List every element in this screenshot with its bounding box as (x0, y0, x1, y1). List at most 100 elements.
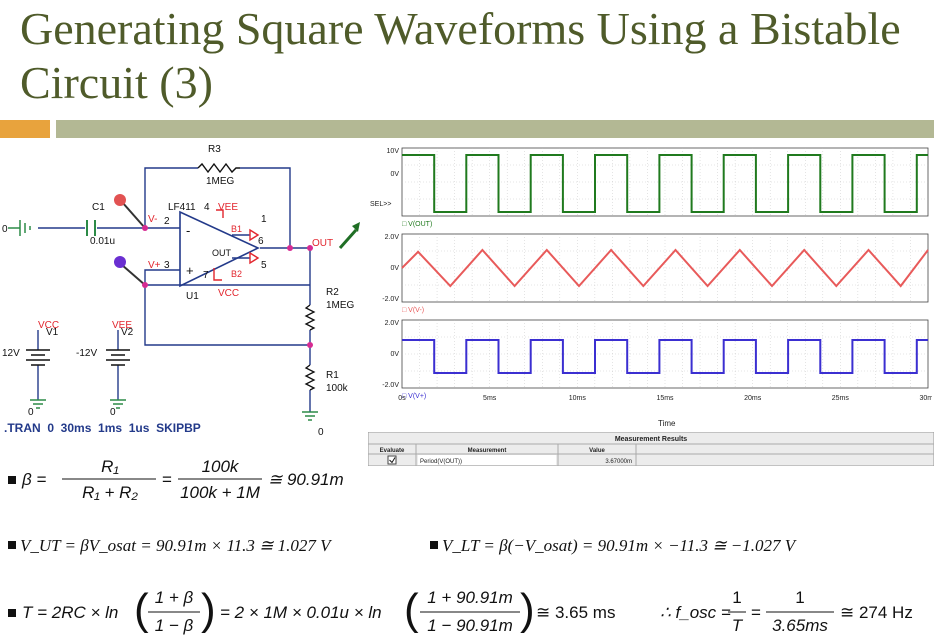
x-tick-label: 20ms (744, 395, 762, 402)
fosc-result: ≅ 274 Hz (840, 603, 913, 622)
measurement-results-table: Measurement Results Evaluate Measurement… (368, 432, 934, 466)
fosc-den2: 3.65ms (772, 616, 828, 635)
svg-text:+: + (186, 263, 194, 278)
beta-den2: 100k + 1M (180, 483, 261, 502)
r3-value: 1MEG (206, 176, 235, 187)
measurement-name: Period(V(OUT)) (420, 459, 462, 465)
circuit-schematic: - + (2, 144, 360, 438)
period-formula: T = 2RC × ln ( 1 + β 1 − β ) = 2 × 1M × … (8, 585, 615, 635)
y-tick-label: 2.0V (385, 320, 400, 327)
bullet-icon (8, 476, 16, 484)
period-mid: = 2 × 1M × 0.01u × ln (220, 603, 382, 622)
beta-result: ≅ 90.91m (268, 470, 344, 489)
accent-bar-olive (56, 120, 934, 138)
pin-4: 4 (204, 202, 210, 213)
opamp-out-label: OUT (212, 248, 232, 258)
vee-src-label: VEE (112, 320, 132, 331)
legend-entry: □ V(V+) (402, 393, 426, 400)
r1-name: R1 (326, 370, 339, 381)
measurement-value: 3.67000m (605, 459, 632, 465)
y-tick-label: 2.0V (385, 234, 400, 241)
series-line-vout (402, 154, 928, 213)
vcc-src-label: VCC (38, 320, 59, 331)
gnd-label-3: 0 (318, 427, 324, 438)
beta-num2: 100k (202, 457, 240, 476)
period-result: ≅ 3.65 ms (536, 603, 615, 622)
x-tick-label: 5ms (483, 395, 497, 402)
bullet-icon (8, 541, 16, 549)
gnd-label-1: 0 (28, 407, 34, 418)
y-tick-label: -2.0V (382, 382, 399, 389)
vminus-node-label: V- (148, 214, 157, 225)
bullet-icon (430, 541, 438, 549)
sel-label: SEL>> (370, 201, 391, 208)
c1-name: C1 (92, 202, 105, 213)
pin-7: 7 (203, 270, 209, 281)
pin-6: 6 (258, 236, 264, 247)
svg-text:(: ( (134, 585, 149, 634)
r3-name: R3 (208, 144, 221, 155)
svg-text:=: = (751, 603, 761, 622)
beta-lhs: β = (21, 470, 46, 489)
beta-formula: β = R₁ R₁ + R₂ = 100k 100k + 1M ≅ 90.91m (8, 457, 344, 502)
r2-value: 1MEG (326, 300, 355, 311)
vee-src-name: V2 (121, 327, 134, 338)
header-measurement: Measurement (468, 448, 507, 454)
b2-label: B2 (231, 269, 242, 279)
fosc-num1: 1 (732, 588, 741, 607)
y-tick-label: 0V (390, 351, 399, 358)
svg-text:): ) (520, 585, 535, 634)
svg-text:=: = (162, 470, 172, 489)
pin-1: 1 (261, 214, 267, 225)
gnd-label-2: 0 (110, 407, 116, 418)
pin-5: 5 (261, 260, 267, 271)
vut-formula: V_UT = βV_osat = 90.91m × 11.3 ≅ 1.027 V (8, 536, 331, 556)
y-tick-label: 0V (390, 171, 399, 178)
vee-pin-label: VEE (218, 202, 238, 213)
svg-text:-: - (186, 223, 190, 238)
vcc-src-value: 12V (2, 348, 20, 359)
legend-entry: □ V(V-) (402, 307, 424, 314)
pin-2: 2 (164, 216, 170, 227)
beta-num1: R₁ (101, 457, 119, 476)
x-tick-label: 25ms (832, 395, 850, 402)
period-lhs: T = 2RC × ln (22, 603, 118, 622)
vcc-src-name: V1 (46, 327, 59, 338)
r2-name: R2 (326, 287, 339, 298)
x-tick-label: 15ms (656, 395, 674, 402)
opamp-name: LF411 (168, 202, 196, 213)
r1-value: 100k (326, 383, 349, 394)
series-line-vminus (401, 248, 929, 288)
table-row: Period(V(OUT)) 3.67000m (387, 455, 632, 465)
period-num1: 1 + β (155, 588, 194, 607)
b1-label: B1 (231, 224, 242, 234)
vlt-formula: V_LT = β(−V_osat) = 90.91m × −11.3 ≅ −1.… (430, 536, 795, 556)
evaluate-checkbox[interactable] (387, 455, 397, 465)
tran-directive: .TRAN 0 30ms 1ms 1us SKIPBP (4, 421, 201, 435)
bullet-icon (8, 609, 16, 617)
y-tick-label: 0V (390, 265, 399, 272)
y-tick-label: -2.0V (382, 296, 399, 303)
legend-entry: □ V(OUT) (402, 221, 432, 228)
fosc-den1: T (732, 616, 744, 635)
vut-text: V_UT = βV_osat = 90.91m × 11.3 ≅ 1.027 V (20, 536, 331, 555)
gnd-label-4: 0 (2, 224, 8, 235)
svg-text:(: ( (404, 585, 419, 634)
x-axis-label: Time (658, 419, 676, 428)
y-tick-label: 10V (387, 148, 400, 155)
svg-text:): ) (201, 585, 216, 634)
period-den1: 1 − β (155, 616, 194, 635)
period-num2: 1 + 90.91m (427, 588, 513, 607)
fosc-lhs: ∴ f_osc = (660, 603, 731, 622)
opamp-unit: U1 (186, 291, 199, 302)
vee-src-value: -12V (76, 348, 97, 359)
x-tick-label: 10ms (569, 395, 587, 402)
pin-3: 3 (164, 260, 170, 271)
beta-den1: R₁ + R₂ (82, 483, 138, 502)
fosc-num2: 1 (795, 588, 804, 607)
vcc-pin-label: VCC (218, 288, 239, 299)
out-node-label: OUT (312, 238, 333, 249)
vlt-text: V_LT = β(−V_osat) = 90.91m × −11.3 ≅ −1.… (442, 536, 796, 555)
accent-bar-orange (0, 120, 50, 138)
